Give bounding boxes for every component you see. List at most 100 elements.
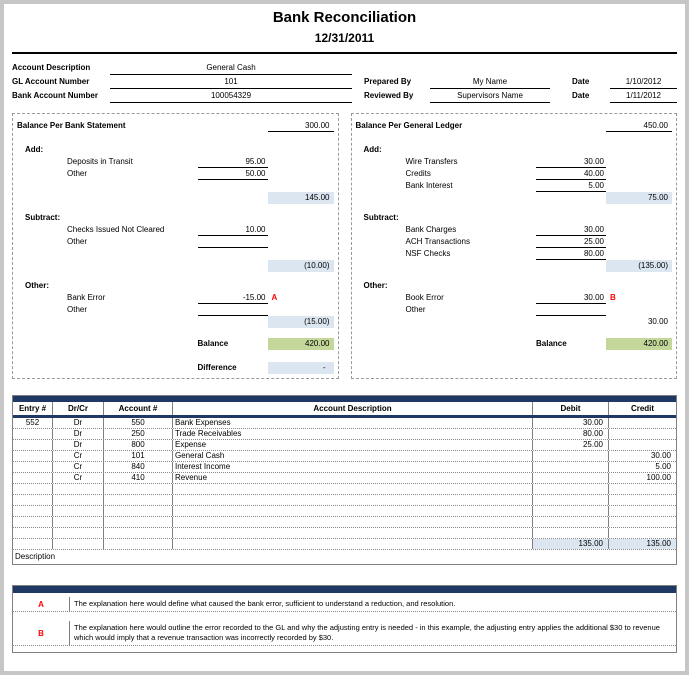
gl-account-field[interactable]: 101 [110, 76, 352, 89]
cell-drcr[interactable]: Dr [53, 429, 104, 439]
cell-description[interactable]: Trade Receivables [173, 429, 533, 439]
cell-drcr[interactable]: Cr [53, 462, 104, 472]
item-value[interactable]: -15.00 [197, 292, 268, 304]
cell-account[interactable]: 250 [104, 429, 173, 439]
cell-credit[interactable] [609, 517, 676, 527]
ledger-subtract-subtotal[interactable]: (135.00) [606, 260, 672, 272]
cell-entry[interactable] [13, 484, 53, 494]
prepared-by-field[interactable]: My Name [430, 76, 550, 89]
cell-account[interactable]: 800 [104, 440, 173, 450]
bank-account-field[interactable]: 100054329 [110, 90, 352, 103]
cell-account[interactable] [104, 495, 173, 505]
cell-drcr[interactable] [53, 484, 104, 494]
cell-credit[interactable] [609, 506, 676, 516]
cell-credit[interactable] [609, 429, 676, 439]
total-credit[interactable]: 135.00 [609, 539, 676, 549]
account-description-field[interactable]: General Cash [110, 62, 352, 75]
bank-opening-balance[interactable]: 300.00 [267, 120, 334, 132]
note-text[interactable]: The explanation here would define what c… [74, 599, 456, 608]
cell-account[interactable] [104, 484, 173, 494]
cell-account[interactable]: 410 [104, 473, 173, 483]
item-value[interactable] [197, 304, 268, 316]
item-value[interactable]: 40.00 [536, 168, 606, 180]
cell-credit[interactable]: 5.00 [655, 462, 671, 471]
cell-drcr[interactable]: Dr [53, 418, 104, 428]
cell-drcr[interactable]: Cr [53, 451, 104, 461]
item-value[interactable] [197, 236, 268, 248]
cell-account[interactable] [104, 528, 173, 538]
cell-account[interactable]: 840 [104, 462, 173, 472]
cell-description[interactable] [173, 528, 533, 538]
total-debit[interactable]: 135.00 [533, 539, 609, 549]
item-value[interactable]: 30.00 [536, 156, 606, 168]
cell-account[interactable] [104, 506, 173, 516]
cell-credit[interactable] [609, 528, 676, 538]
cell-entry[interactable] [13, 495, 53, 505]
cell-drcr[interactable] [53, 528, 104, 538]
cell-entry[interactable] [13, 429, 53, 439]
item-value[interactable]: 30.00 [536, 292, 606, 304]
cell-description[interactable]: Bank Expenses [173, 418, 533, 428]
cell-debit[interactable] [533, 517, 609, 527]
cell-debit[interactable] [533, 528, 609, 538]
item-value[interactable]: 50.00 [197, 168, 268, 180]
cell-account[interactable] [104, 517, 173, 527]
prepared-date-field[interactable]: 1/10/2012 [610, 76, 677, 89]
note-text[interactable]: The explanation here would outline the e… [74, 623, 660, 642]
cell-description[interactable]: Revenue [173, 473, 533, 483]
cell-description[interactable]: General Cash [173, 451, 533, 461]
cell-drcr[interactable] [53, 495, 104, 505]
cell-debit[interactable] [533, 495, 609, 505]
cell-debit[interactable]: 25.00 [533, 440, 609, 450]
cell-debit[interactable] [533, 462, 609, 472]
item-value[interactable]: 10.00 [197, 224, 268, 236]
cell-debit[interactable]: 30.00 [533, 418, 609, 428]
cell-entry[interactable]: 552 [13, 418, 53, 428]
cell-drcr[interactable]: Cr [53, 473, 104, 483]
cell-drcr[interactable] [53, 517, 104, 527]
cell-entry[interactable] [13, 528, 53, 538]
cell-credit[interactable] [609, 495, 676, 505]
ledger-balance-value[interactable]: 420.00 [606, 338, 672, 350]
ledger-opening-balance[interactable]: 450.00 [606, 120, 672, 132]
cell-account[interactable]: 101 [104, 451, 173, 461]
item-value[interactable]: 95.00 [197, 156, 268, 168]
reviewed-by-field[interactable]: Supervisors Name [430, 90, 550, 103]
cell-entry[interactable] [13, 473, 53, 483]
cell-description[interactable]: Expense [173, 440, 533, 450]
cell-credit[interactable]: 100.00 [646, 473, 671, 482]
cell-description[interactable] [173, 517, 533, 527]
item-value[interactable]: 5.00 [536, 180, 606, 192]
cell-entry[interactable] [13, 451, 53, 461]
bank-balance-value[interactable]: 420.00 [267, 338, 334, 350]
cell-entry[interactable] [13, 506, 53, 516]
difference-value[interactable]: - [267, 362, 334, 374]
cell-description[interactable]: Interest Income [173, 462, 533, 472]
item-value[interactable]: 25.00 [536, 236, 606, 248]
cell-drcr[interactable]: Dr [53, 440, 104, 450]
cell-credit[interactable] [609, 418, 676, 428]
cell-debit[interactable] [533, 506, 609, 516]
item-value[interactable] [536, 304, 606, 316]
cell-credit[interactable]: 30.00 [650, 451, 671, 460]
cell-entry[interactable] [13, 517, 53, 527]
reviewed-date-field[interactable]: 1/11/2012 [610, 90, 677, 103]
bank-other-subtotal[interactable]: (15.00) [267, 316, 334, 328]
cell-debit[interactable]: 80.00 [533, 429, 609, 439]
cell-debit[interactable] [533, 451, 609, 461]
cell-credit[interactable] [609, 440, 676, 450]
item-value[interactable]: 30.00 [536, 224, 606, 236]
cell-entry[interactable] [13, 440, 53, 450]
cell-entry[interactable] [13, 462, 53, 472]
ledger-add-subtotal[interactable]: 75.00 [606, 192, 672, 204]
cell-description[interactable] [173, 506, 533, 516]
cell-account[interactable]: 550 [104, 418, 173, 428]
cell-credit[interactable] [609, 484, 676, 494]
cell-description[interactable] [173, 495, 533, 505]
bank-subtract-subtotal[interactable]: (10.00) [267, 260, 334, 272]
item-value[interactable]: 80.00 [536, 248, 606, 260]
cell-description[interactable] [173, 484, 533, 494]
cell-debit[interactable] [533, 484, 609, 494]
cell-drcr[interactable] [53, 506, 104, 516]
ledger-other-subtotal[interactable]: 30.00 [647, 317, 668, 326]
